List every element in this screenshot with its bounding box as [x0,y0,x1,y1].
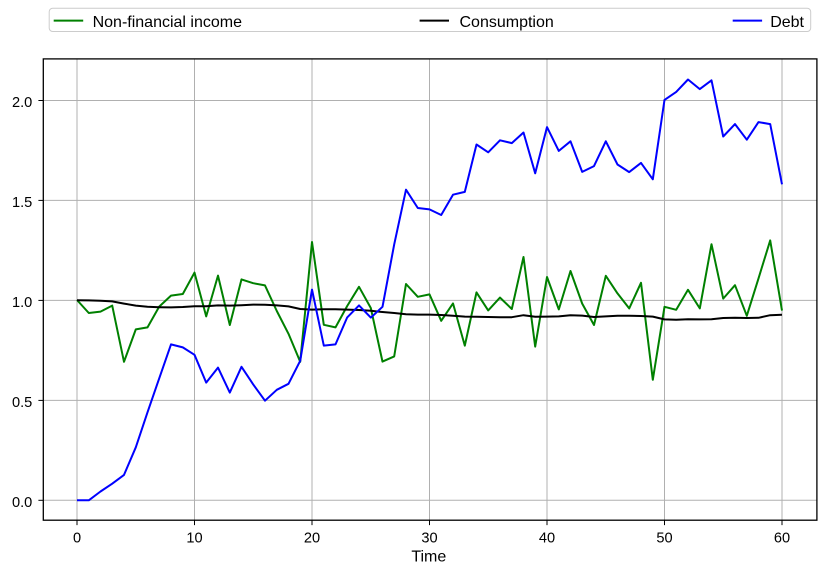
svg-text:40: 40 [539,530,555,546]
svg-text:0.5: 0.5 [12,395,32,411]
svg-text:0: 0 [73,530,81,546]
svg-text:Time: Time [411,548,446,565]
svg-text:Non-financial income: Non-financial income [93,14,243,31]
svg-text:0.0: 0.0 [12,495,32,511]
svg-text:50: 50 [656,530,672,546]
svg-text:60: 60 [774,530,790,546]
svg-text:30: 30 [421,530,437,546]
svg-text:10: 10 [186,530,202,546]
svg-text:Debt: Debt [770,14,804,31]
svg-text:1.0: 1.0 [12,295,32,311]
svg-text:2.0: 2.0 [12,95,32,111]
svg-text:Consumption: Consumption [460,14,554,31]
svg-text:20: 20 [304,530,320,546]
svg-text:1.5: 1.5 [12,195,32,211]
